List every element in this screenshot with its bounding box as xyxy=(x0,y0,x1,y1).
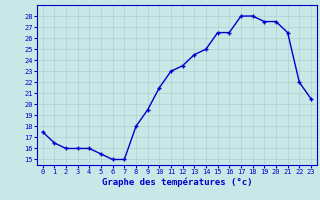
X-axis label: Graphe des températures (°c): Graphe des températures (°c) xyxy=(101,178,252,187)
